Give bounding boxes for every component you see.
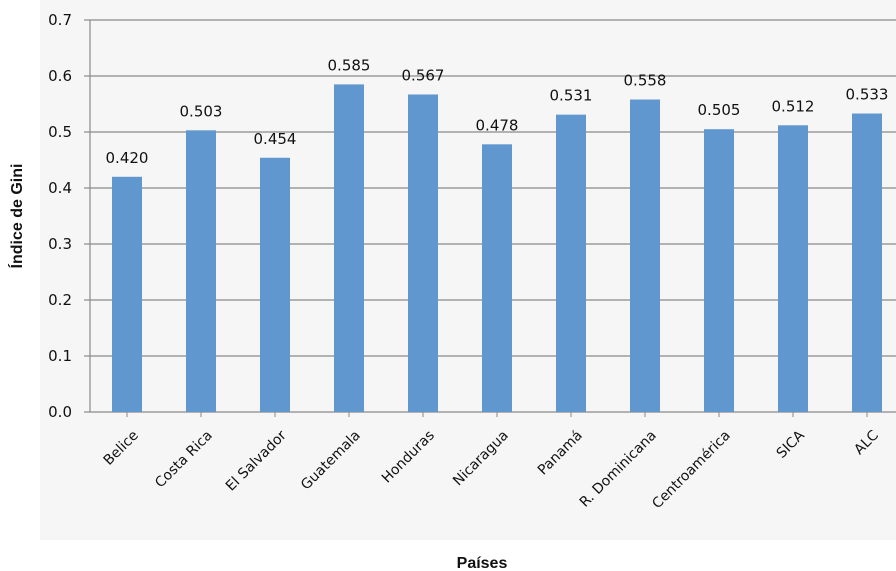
data-label: 0.533 bbox=[846, 86, 889, 104]
data-label: 0.567 bbox=[402, 66, 445, 84]
y-tick-label: 0.5 bbox=[48, 123, 72, 141]
x-category-label: ALC bbox=[851, 427, 882, 458]
x-category-label: Nicaragua bbox=[450, 428, 512, 490]
x-axis-title: Países bbox=[457, 555, 508, 571]
x-category-label: Panamá bbox=[535, 428, 586, 479]
bar bbox=[630, 99, 660, 413]
x-category-label: Costa Rica bbox=[152, 428, 216, 492]
y-tick-labels: 0.0 0.1 0.2 0.3 0.4 0.5 0.6 0.7 bbox=[48, 11, 72, 421]
bar bbox=[260, 157, 290, 412]
bar bbox=[482, 144, 512, 412]
data-label: 0.503 bbox=[180, 102, 223, 120]
y-tick-label: 0.0 bbox=[48, 403, 72, 421]
x-category-label: El Salvador bbox=[223, 427, 290, 494]
data-label: 0.585 bbox=[328, 56, 371, 74]
data-label: 0.531 bbox=[550, 87, 593, 105]
x-category-label: Belice bbox=[101, 428, 142, 469]
bar bbox=[112, 176, 142, 412]
chart-area bbox=[40, 0, 896, 540]
y-tick-label: 0.1 bbox=[48, 347, 72, 365]
y-tick-label: 0.3 bbox=[48, 235, 72, 253]
bar bbox=[704, 129, 734, 412]
x-category-label: SICA bbox=[774, 427, 809, 462]
bars bbox=[112, 84, 882, 413]
bar bbox=[556, 114, 586, 412]
data-labels: 0.420 0.503 0.454 0.585 0.567 0.478 0.531 0.558… bbox=[106, 56, 889, 166]
y-tick-label: 0.2 bbox=[48, 291, 72, 309]
data-label: 0.478 bbox=[476, 116, 519, 134]
bar bbox=[852, 113, 882, 413]
x-category-label: Guatemala bbox=[298, 428, 364, 494]
x-category-labels: Belice Costa Rica El Salvador Guatemala Hond… bbox=[101, 412, 882, 512]
data-label: 0.420 bbox=[106, 149, 149, 167]
x-category-label: Honduras bbox=[379, 428, 438, 487]
data-label: 0.512 bbox=[772, 97, 815, 115]
data-label: 0.454 bbox=[254, 130, 297, 148]
x-category-label: Centroamérica bbox=[649, 428, 734, 513]
data-label: 0.505 bbox=[698, 101, 741, 119]
bar bbox=[186, 130, 216, 412]
bar bbox=[334, 84, 364, 413]
y-axis-title: Índice de Gini bbox=[7, 164, 26, 269]
data-label: 0.558 bbox=[624, 72, 667, 90]
bar bbox=[408, 94, 438, 412]
y-tick-label: 0.7 bbox=[48, 11, 72, 29]
x-category-label: R. Dominicana bbox=[577, 428, 660, 511]
y-tick-label: 0.4 bbox=[48, 179, 72, 197]
bar bbox=[778, 125, 808, 412]
y-tick-label: 0.6 bbox=[48, 67, 72, 85]
